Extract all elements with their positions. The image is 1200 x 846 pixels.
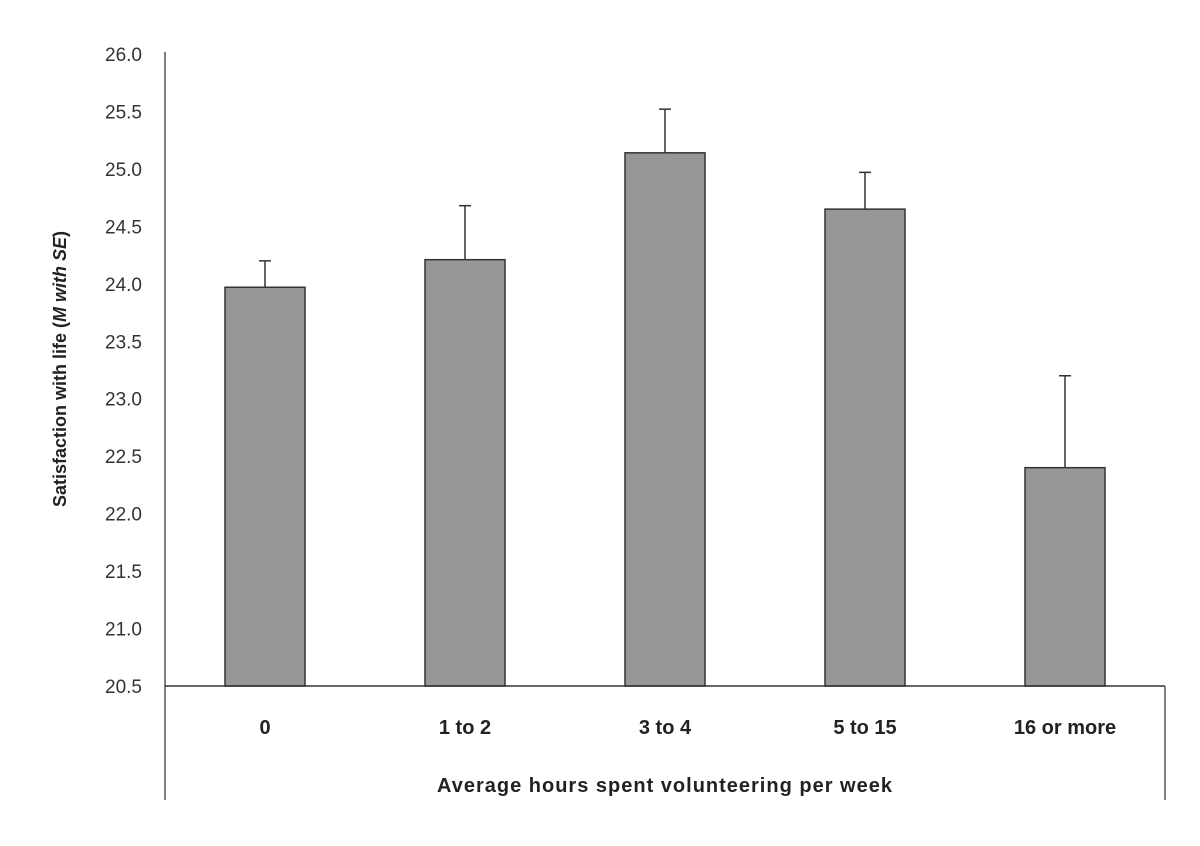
- bars: [224, 108, 1106, 687]
- x-tick-label: 3 to 4: [639, 717, 692, 739]
- bar: [624, 152, 706, 687]
- y-tick-label: 22.5: [105, 447, 142, 468]
- x-axis-label: Average hours spent volunteering per wee…: [437, 775, 893, 797]
- y-axis-label-prefix: Satisfaction with life (: [50, 322, 70, 507]
- y-tick-label: 21.0: [105, 620, 142, 641]
- y-tick-labels: 20.5 21.0 21.5 22.0 22.5 23.0 23.5 24.0 24.5 25.0…: [105, 45, 142, 698]
- bar: [224, 286, 306, 687]
- x-tick-label: 1 to 2: [439, 717, 491, 739]
- y-tick-label: 25.5: [105, 102, 142, 123]
- y-tick-label: 23.5: [105, 332, 142, 353]
- y-tick-label: 21.5: [105, 562, 142, 583]
- y-axis-label-suffix: ): [50, 231, 70, 237]
- bar: [824, 208, 906, 687]
- axes: [164, 52, 1166, 800]
- y-tick-label: 26.0: [105, 45, 142, 66]
- y-tick-label: 20.5: [105, 677, 142, 698]
- bar: [1024, 466, 1106, 687]
- y-tick-label: 23.0: [105, 390, 142, 411]
- y-axis-label: Satisfaction with life (M with SE): [50, 231, 70, 507]
- x-tick-labels: 0 1 to 2 3 to 4 5 to 15 16 or more: [259, 717, 1116, 739]
- y-tick-label: 24.0: [105, 275, 142, 296]
- bar: [424, 258, 506, 687]
- x-tick-label: 0: [259, 717, 270, 739]
- y-axis-label-italic: M with SE: [50, 236, 70, 322]
- y-tick-label: 25.0: [105, 160, 142, 181]
- y-tick-label: 24.5: [105, 217, 142, 238]
- x-tick-label: 5 to 15: [833, 717, 896, 739]
- y-tick-label: 22.0: [105, 505, 142, 526]
- x-tick-label: 16 or more: [1014, 717, 1116, 739]
